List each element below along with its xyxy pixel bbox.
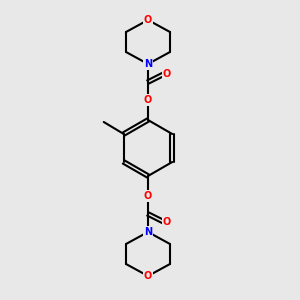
- Text: O: O: [144, 15, 152, 25]
- Text: N: N: [144, 227, 152, 237]
- Text: O: O: [163, 217, 171, 227]
- Text: O: O: [144, 95, 152, 105]
- Text: O: O: [144, 271, 152, 281]
- Text: O: O: [144, 191, 152, 201]
- Text: O: O: [163, 69, 171, 79]
- Text: N: N: [144, 59, 152, 69]
